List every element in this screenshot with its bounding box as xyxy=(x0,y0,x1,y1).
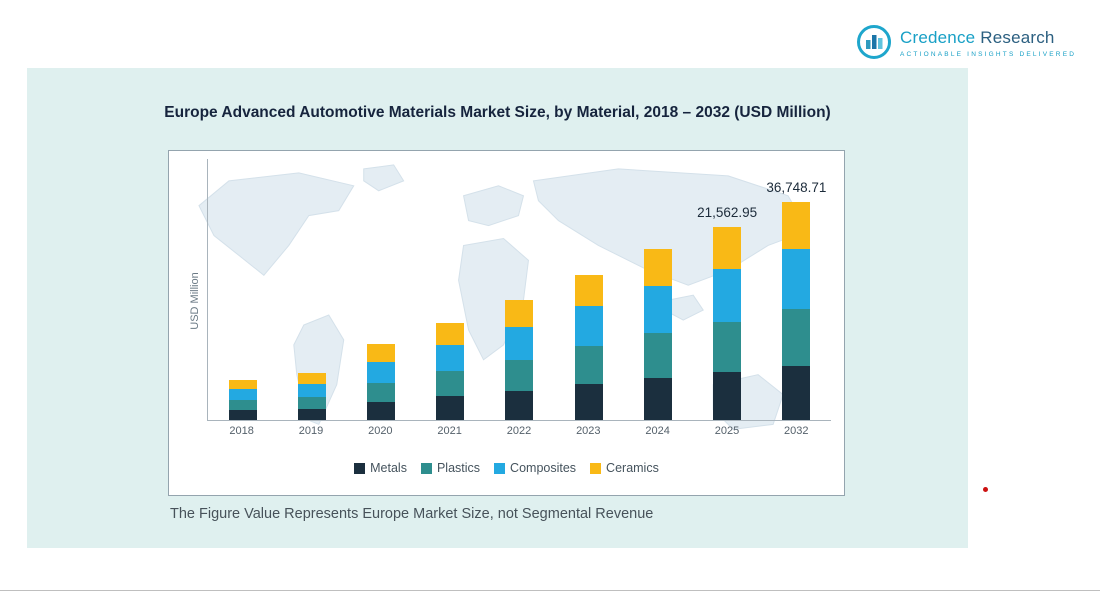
legend-label-ceramics: Ceramics xyxy=(606,461,659,475)
segment-plastics-2018 xyxy=(228,400,257,411)
segment-plastics-2023 xyxy=(574,346,603,385)
legend-label-composites: Composites xyxy=(510,461,577,475)
segment-metals-2024 xyxy=(643,377,672,420)
x-axis-label-2021: 2021 xyxy=(437,425,462,437)
bar-column-2020 xyxy=(346,159,415,420)
logo-name-credence: Credence xyxy=(900,28,976,47)
data-label-2032: 36,748.71 xyxy=(766,180,827,196)
segment-composites-2018 xyxy=(228,389,257,401)
legend: Metals Plastics Composites Ceramics xyxy=(169,461,844,475)
x-axis-label-2032: 2032 xyxy=(784,425,809,437)
segment-composites-2022 xyxy=(505,326,534,361)
logo-name-research: Research xyxy=(975,28,1055,47)
segment-plastics-2022 xyxy=(505,360,534,391)
y-axis-label: USD Million xyxy=(189,272,201,330)
x-axis-label-2023: 2023 xyxy=(576,425,601,437)
segment-ceramics-2019 xyxy=(297,372,326,384)
x-axis-label-2022: 2022 xyxy=(506,425,532,437)
stacked-bar-2019 xyxy=(297,372,326,420)
data-label-2025: 21,562.95 xyxy=(697,205,758,221)
legend-swatch-ceramics xyxy=(590,462,602,474)
stacked-bar-2021 xyxy=(436,322,465,420)
segment-ceramics-2025 xyxy=(713,227,742,270)
bar-column-2025: 21,562.95 xyxy=(693,159,762,420)
segment-composites-2019 xyxy=(297,383,326,397)
x-axis-label-2025: 2025 xyxy=(714,425,740,437)
legend-item-composites: Composites xyxy=(494,461,576,475)
figure-caption: The Figure Value Represents Europe Marke… xyxy=(170,506,654,522)
logo-name: Credence Research xyxy=(900,28,1076,48)
legend-label-metals: Metals xyxy=(370,461,407,475)
stacked-bar-2022 xyxy=(505,300,534,420)
x-axis-label-2018: 2018 xyxy=(229,425,254,437)
legend-item-plastics: Plastics xyxy=(420,461,481,475)
bar-column-2024 xyxy=(623,159,692,420)
stacked-bar-2020 xyxy=(367,344,396,420)
segment-metals-2032 xyxy=(782,365,811,420)
segment-plastics-2025 xyxy=(713,322,742,373)
legend-swatch-plastics xyxy=(420,462,432,474)
footer-divider xyxy=(0,590,1100,591)
segment-ceramics-2032 xyxy=(782,202,811,250)
x-axis-label-2019: 2019 xyxy=(298,425,324,437)
segment-metals-2021 xyxy=(436,395,465,420)
stacked-bar-2024 xyxy=(643,249,672,420)
segment-composites-2024 xyxy=(643,286,672,334)
years-row: 2018 2019 2020 2021 2022 2023 2024 2025 2032 xyxy=(207,425,831,437)
x-axis-label-2020: 2020 xyxy=(368,425,393,437)
bar-column-2032: 36,748.71 xyxy=(762,159,831,420)
segment-metals-2025 xyxy=(713,372,742,420)
segment-ceramics-2024 xyxy=(643,249,672,287)
legend-swatch-composites xyxy=(494,462,506,474)
bar-column-2018 xyxy=(208,159,277,420)
bar-column-2022 xyxy=(485,159,554,420)
y-axis-label-wrap: USD Million xyxy=(183,211,203,391)
bar-column-2023 xyxy=(554,159,623,420)
stacked-bar-2023 xyxy=(574,274,603,420)
logo-tagline: Actionable Insights Delivered xyxy=(900,51,1077,58)
x-axis-label-2024: 2024 xyxy=(645,425,670,437)
segment-ceramics-2020 xyxy=(367,344,396,363)
segment-metals-2019 xyxy=(297,408,326,420)
segment-ceramics-2018 xyxy=(228,380,257,390)
credence-research-logo: Credence Research Actionable Insights De… xyxy=(856,24,1076,60)
bar-column-2021 xyxy=(416,159,485,420)
stacked-bar-2018 xyxy=(228,380,257,420)
red-dot-marker xyxy=(983,487,988,492)
plot-area: 21,562.95 36,748.71 xyxy=(207,159,831,421)
stacked-bar-2025 xyxy=(713,227,742,420)
logo-text: Credence Research Actionable Insights De… xyxy=(900,24,1076,58)
segment-metals-2022 xyxy=(505,390,534,420)
chart-plot-box: USD Million 21,562.95 36,748.71 2018 2019 2… xyxy=(168,150,845,496)
chart-title: Europe Advanced Automotive Materials Mar… xyxy=(164,104,831,121)
legend-swatch-metals xyxy=(354,462,366,474)
segment-plastics-2032 xyxy=(782,309,811,366)
segment-composites-2025 xyxy=(713,269,742,323)
segment-composites-2020 xyxy=(367,362,396,384)
segment-ceramics-2023 xyxy=(574,274,603,307)
segment-composites-2032 xyxy=(782,249,811,310)
logo-bar-chart-icon xyxy=(857,25,891,59)
segment-plastics-2019 xyxy=(297,396,326,409)
chart-panel: Europe Advanced Automotive Materials Mar… xyxy=(27,68,968,548)
legend-item-metals: Metals xyxy=(354,461,407,475)
segment-composites-2023 xyxy=(574,306,603,347)
segment-plastics-2020 xyxy=(367,383,396,403)
bar-column-2019 xyxy=(277,159,346,420)
segment-metals-2018 xyxy=(228,410,257,420)
segment-plastics-2024 xyxy=(643,333,672,378)
segment-ceramics-2021 xyxy=(436,322,465,345)
bars-row: 21,562.95 36,748.71 xyxy=(208,159,831,420)
segment-plastics-2021 xyxy=(436,370,465,396)
segment-metals-2020 xyxy=(367,402,396,420)
segment-composites-2021 xyxy=(436,344,465,371)
legend-item-ceramics: Ceramics xyxy=(590,461,659,475)
legend-label-plastics: Plastics xyxy=(436,461,481,475)
segment-ceramics-2022 xyxy=(505,300,534,327)
stacked-bar-2032 xyxy=(782,202,811,420)
segment-metals-2023 xyxy=(574,384,603,420)
